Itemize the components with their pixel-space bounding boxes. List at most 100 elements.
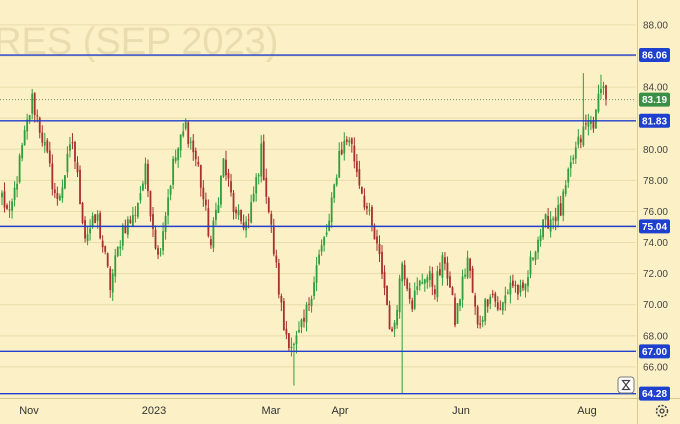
candle bbox=[348, 137, 351, 147]
candle-body bbox=[169, 186, 172, 195]
candle bbox=[187, 120, 190, 148]
candle bbox=[262, 134, 265, 181]
y-tick-label: 74.00 bbox=[643, 238, 668, 249]
candle-body bbox=[494, 293, 497, 302]
x-tick-label: Jun bbox=[452, 405, 470, 417]
candle-body bbox=[300, 319, 303, 328]
candle-body bbox=[542, 219, 544, 238]
candle bbox=[71, 133, 74, 150]
candle bbox=[89, 219, 91, 241]
candle-body bbox=[318, 254, 321, 264]
candle-body bbox=[449, 276, 451, 288]
candle bbox=[353, 137, 356, 169]
candle-body bbox=[313, 282, 315, 297]
candle-body bbox=[262, 141, 265, 181]
candle bbox=[569, 155, 572, 177]
candle bbox=[290, 337, 293, 357]
candle-body bbox=[577, 136, 580, 145]
candle bbox=[129, 215, 132, 224]
candle-body bbox=[230, 181, 232, 193]
price-badges: 86.06 81.83 75.04 67.00 64.28 83.19 bbox=[639, 48, 670, 401]
candle bbox=[101, 235, 104, 253]
candle bbox=[350, 137, 353, 153]
candle bbox=[501, 301, 504, 315]
candle bbox=[517, 284, 519, 301]
candle bbox=[441, 252, 444, 286]
candle bbox=[363, 188, 366, 211]
candle-body bbox=[89, 228, 91, 234]
gear-icon[interactable] bbox=[655, 404, 669, 418]
candle-body bbox=[285, 328, 288, 335]
grid-layer bbox=[0, 24, 636, 368]
candle bbox=[293, 342, 295, 386]
candle-body bbox=[26, 119, 29, 132]
candle-body bbox=[31, 93, 34, 114]
candle-body bbox=[119, 246, 122, 249]
candle-body bbox=[164, 215, 167, 232]
level-badge-box bbox=[639, 219, 670, 234]
candle-body bbox=[509, 282, 512, 295]
candle-body bbox=[360, 187, 363, 194]
candle-body bbox=[192, 140, 195, 153]
candle bbox=[21, 142, 24, 162]
candle-body bbox=[69, 144, 71, 151]
candle-body bbox=[469, 258, 472, 271]
candle-body bbox=[277, 262, 280, 295]
candle bbox=[202, 180, 205, 207]
level-badge-box bbox=[639, 113, 670, 128]
candle bbox=[8, 200, 11, 218]
candle-body bbox=[252, 193, 255, 202]
candle-body bbox=[499, 308, 502, 310]
candle bbox=[86, 225, 89, 246]
candle-body bbox=[18, 155, 21, 183]
candle-body bbox=[323, 237, 326, 246]
level-badge-box bbox=[639, 386, 670, 401]
candle-body bbox=[220, 175, 222, 205]
candle bbox=[433, 284, 436, 300]
candle-body bbox=[376, 236, 378, 244]
candle-body bbox=[446, 262, 449, 279]
candle bbox=[403, 260, 406, 286]
candle-body bbox=[287, 333, 290, 349]
candle-body bbox=[104, 246, 107, 252]
candle-body bbox=[554, 216, 557, 222]
candle bbox=[13, 181, 16, 207]
hourglass-icon[interactable] bbox=[617, 376, 635, 394]
candle-body bbox=[506, 292, 509, 294]
candle-body bbox=[116, 246, 119, 256]
candle bbox=[438, 262, 441, 277]
candle bbox=[121, 223, 124, 251]
candle bbox=[323, 235, 326, 252]
candle-body bbox=[421, 282, 424, 284]
candle bbox=[532, 256, 534, 262]
candle-body bbox=[182, 131, 185, 136]
candle-body bbox=[131, 215, 134, 227]
candle-body bbox=[43, 142, 46, 146]
candle-body bbox=[408, 288, 411, 300]
candle-body bbox=[564, 185, 567, 194]
candle bbox=[527, 270, 529, 293]
candle bbox=[53, 182, 56, 199]
candle-body bbox=[134, 214, 137, 216]
candle bbox=[106, 252, 109, 268]
candle bbox=[506, 289, 509, 295]
candle-body bbox=[479, 323, 482, 325]
candle-body bbox=[519, 285, 522, 293]
candle-body bbox=[71, 142, 74, 144]
candle-body bbox=[149, 190, 152, 217]
candle bbox=[28, 114, 31, 124]
candle bbox=[147, 159, 149, 198]
candle-body bbox=[310, 298, 313, 307]
candle bbox=[177, 147, 180, 168]
candle-body bbox=[162, 231, 164, 251]
candle-body bbox=[338, 150, 341, 178]
candle bbox=[152, 207, 154, 238]
candle-body bbox=[53, 189, 56, 194]
candle bbox=[484, 297, 487, 326]
candle-body bbox=[366, 206, 368, 209]
candle-body bbox=[484, 299, 487, 322]
candle-body bbox=[235, 209, 237, 214]
candle-body bbox=[504, 295, 507, 304]
candle-body bbox=[8, 209, 11, 211]
candle bbox=[207, 199, 210, 238]
